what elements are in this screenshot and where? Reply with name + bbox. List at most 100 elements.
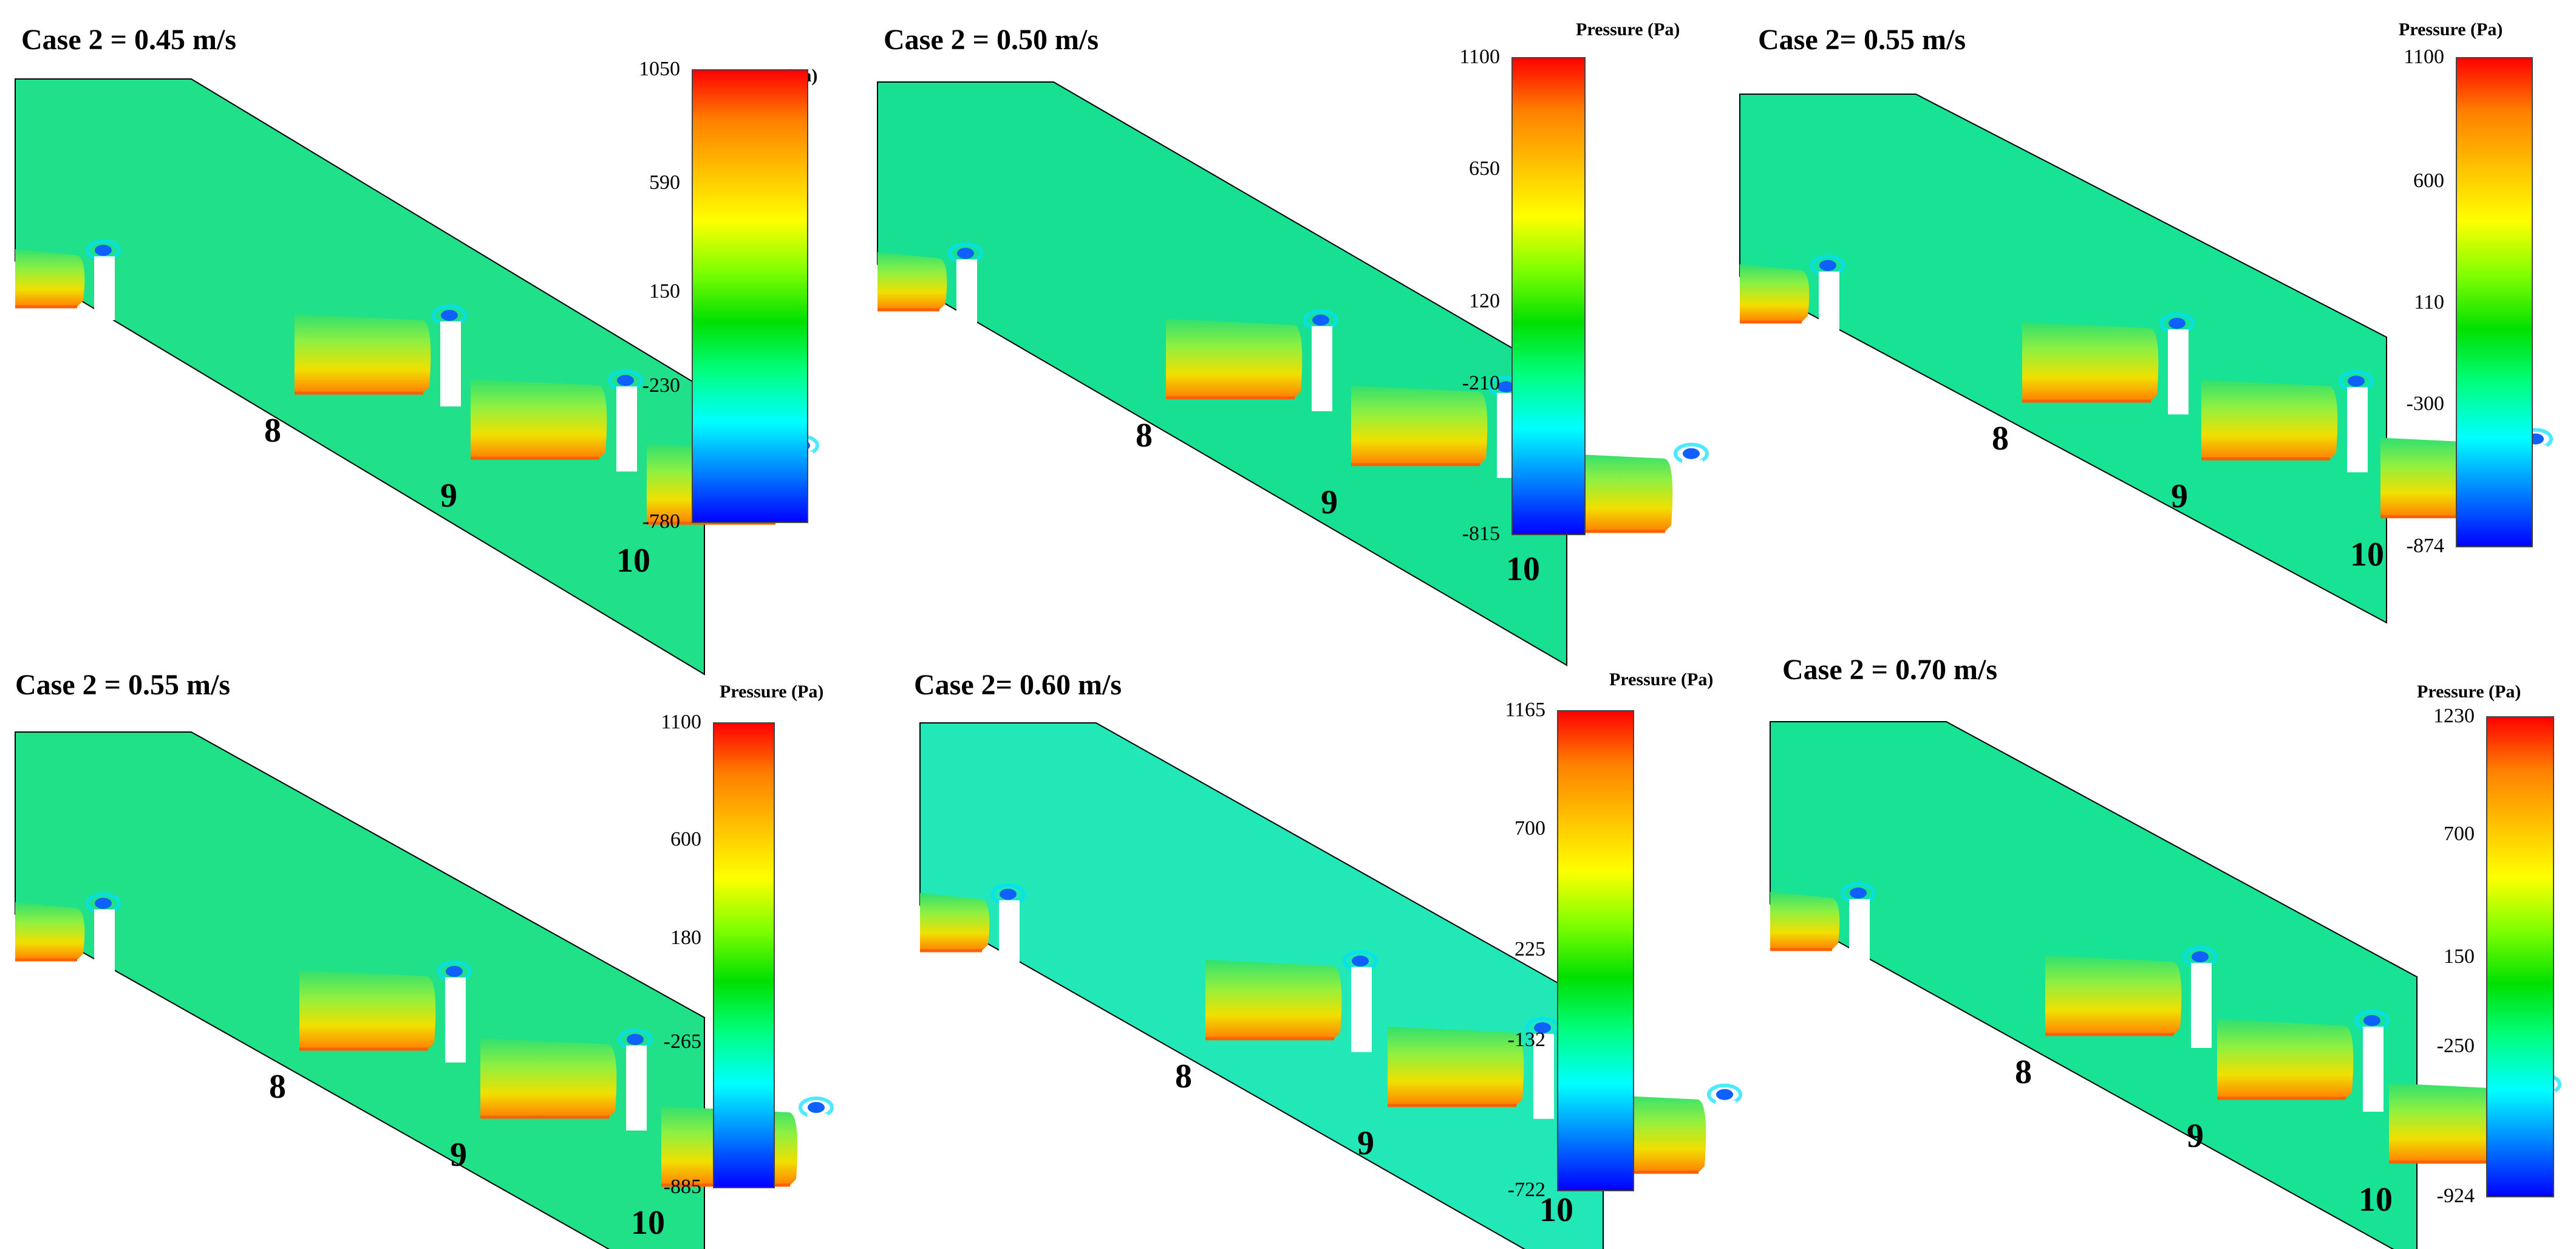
tick-label: -874 [2406, 535, 2444, 557]
pressure-colorbar [1557, 710, 1634, 1191]
tick-label: 650 [1469, 157, 1500, 180]
colorbar-gradient [2456, 57, 2533, 547]
tick-label: -230 [642, 374, 680, 397]
pressure-pocket [1770, 892, 1840, 950]
pressure-pocket [2201, 380, 2338, 459]
flow-domain [919, 722, 1742, 1249]
pressure-pocket [295, 314, 431, 394]
pressure-pocket [877, 252, 947, 310]
pressure-pocket [480, 1038, 617, 1117]
colorbar-gradient [713, 722, 775, 1188]
pressure-colorbar [713, 722, 775, 1188]
step-wall [440, 321, 461, 407]
step-label-8: 8 [1992, 420, 2009, 458]
panel-title: Case 2 = 0.45 m/s [21, 24, 236, 56]
tick-label: 1100 [2404, 46, 2444, 68]
step-wall [807, 1114, 828, 1199]
tick-label: 150 [2444, 945, 2475, 968]
low-pressure-spot [1000, 889, 1017, 900]
low-pressure-spot [617, 375, 634, 386]
pressure-colorbar [2456, 57, 2533, 547]
panel-1: Case 2 = 0.45 m/s Pressure (Pa) 1050 590… [6, 12, 856, 676]
pressure-pocket [1740, 264, 1810, 322]
step-wall [1849, 899, 1870, 963]
low-pressure-spot [441, 310, 458, 321]
pressure-colorbar [692, 69, 808, 523]
low-pressure-spot [808, 1102, 825, 1113]
step-wall [1533, 1033, 1554, 1119]
tick-label: -815 [1462, 522, 1500, 545]
step-label-10: 10 [631, 1204, 665, 1242]
step-label-8: 8 [264, 412, 281, 450]
step-label-8: 8 [1136, 416, 1153, 454]
step-wall [1819, 272, 1839, 335]
step-wall [999, 900, 1020, 964]
legend-title: Pressure (Pa) [1576, 19, 1680, 39]
step-label-9: 9 [440, 477, 457, 515]
low-pressure-spot [1683, 448, 1700, 459]
low-pressure-spot [1716, 1089, 1733, 1100]
step-wall [1312, 326, 1332, 411]
panel-4: Case 2 = 0.55 m/s Pressure (Pa) 1100 600… [6, 656, 856, 1249]
step-label-9: 9 [2171, 477, 2188, 516]
pressure-pocket [15, 249, 85, 307]
step-label-9: 9 [1321, 483, 1338, 521]
low-pressure-spot [1850, 888, 1867, 898]
low-pressure-spot [1498, 381, 1515, 392]
tick-label: -132 [1507, 1028, 1545, 1051]
step-wall [626, 1045, 647, 1131]
low-pressure-spot [2363, 1015, 2380, 1026]
step-wall [2347, 387, 2368, 473]
tick-label: 590 [649, 171, 680, 194]
step-wall [1682, 459, 1703, 545]
step-label-9: 9 [450, 1136, 467, 1174]
step-label-8: 8 [2015, 1053, 2032, 1091]
step-label-10: 10 [1506, 550, 1540, 588]
panel-2: Case 2 = 0.50 m/s Pressure (Pa) 1100 650… [868, 12, 1719, 666]
panel-5: Case 2= 0.60 m/s Pressure (Pa) 1165 700 … [905, 656, 1755, 1249]
pressure-pocket [920, 893, 990, 951]
pressure-pocket [1351, 385, 1488, 465]
step-wall [94, 256, 115, 320]
pressure-pocket [2217, 1019, 2354, 1098]
step-label-10: 10 [616, 542, 650, 580]
flow-domain [1739, 94, 2553, 624]
step-label-10: 10 [2350, 535, 2384, 573]
low-pressure-spot [2192, 951, 2209, 962]
tick-label: -780 [642, 510, 680, 533]
step-wall [616, 386, 637, 472]
low-pressure-spot [957, 248, 974, 259]
legend-title: Pressure (Pa) [1609, 669, 1714, 690]
low-pressure-spot [627, 1034, 644, 1045]
step-wall [2363, 1027, 2383, 1112]
panel-3: Case 2= 0.55 m/s Pressure (Pa) 1100 600 … [1731, 12, 2569, 624]
tick-label: 600 [2413, 169, 2444, 192]
step-label-8: 8 [1175, 1057, 1192, 1095]
colorbar-gradient [692, 69, 808, 523]
tick-label: 1050 [639, 58, 680, 80]
low-pressure-spot [2169, 318, 2186, 329]
tick-label: 600 [670, 827, 701, 850]
tick-label: 1230 [2433, 705, 2475, 727]
tick-label: 700 [1515, 816, 1545, 840]
pressure-pocket [1388, 1026, 1524, 1106]
flow-domain [877, 81, 1709, 666]
pressure-pocket [2045, 956, 2182, 1035]
tick-label: 1100 [661, 711, 701, 733]
step-wall [2191, 963, 2212, 1048]
tick-label: -300 [2406, 392, 2444, 415]
pressure-pocket [1166, 318, 1303, 398]
tick-label: -885 [663, 1175, 701, 1198]
low-pressure-spot [1312, 314, 1329, 326]
step-wall [1351, 967, 1372, 1052]
low-pressure-spot [95, 245, 112, 256]
tick-label: -722 [1507, 1179, 1545, 1201]
low-pressure-spot [2348, 375, 2365, 387]
panel-6: Case 2 = 0.70 m/s Pressure (Pa) 1230 700… [1761, 650, 2569, 1249]
tick-label: 225 [1515, 937, 1545, 960]
low-pressure-spot [95, 898, 112, 909]
low-pressure-spot [1819, 260, 1836, 271]
step-wall [2168, 329, 2189, 415]
colorbar-gradient [2486, 716, 2554, 1197]
